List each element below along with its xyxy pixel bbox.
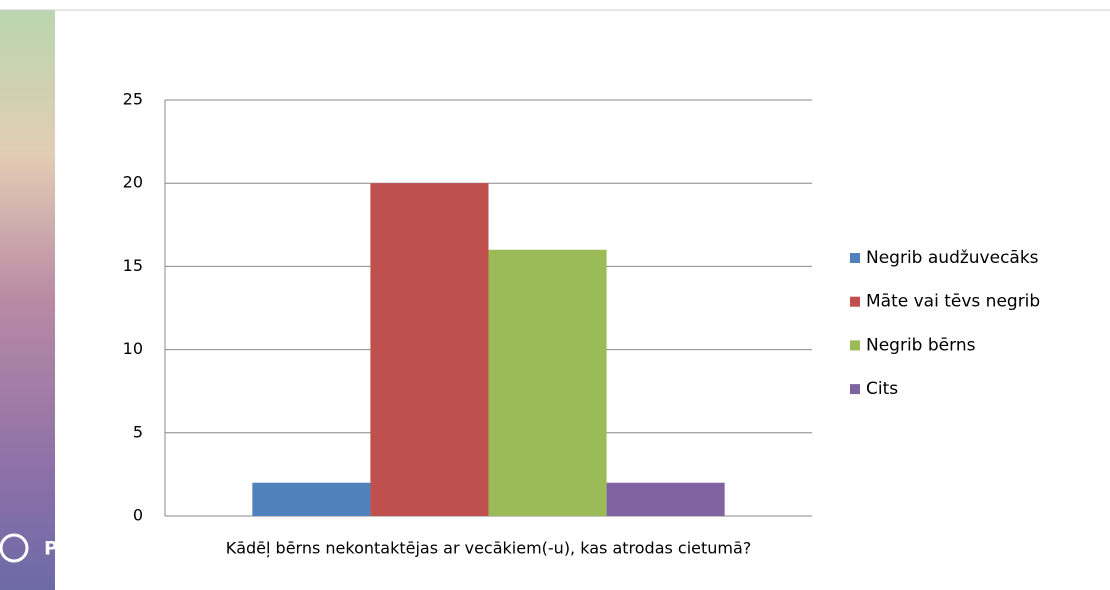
x-tick-label: Kādēļ bērns nekontaktējas ar vecākiem(-u…: [226, 539, 752, 558]
legend-label: Māte vai tēvs negrib: [866, 292, 1040, 312]
legend-label: Cits: [866, 379, 898, 399]
y-tick-label: 0: [133, 506, 143, 525]
legend-swatch: [850, 340, 860, 351]
y-tick-label: 5: [133, 422, 143, 441]
side-strip: [0, 10, 55, 590]
brand-logo: [0, 533, 29, 563]
bar: [370, 183, 489, 516]
legend-swatch: [850, 296, 860, 307]
legend-label: Negrib bērns: [866, 335, 976, 355]
y-tick-label: 10: [123, 339, 143, 358]
bar: [252, 482, 371, 516]
bar: [606, 482, 725, 516]
bar: [488, 249, 607, 516]
brand-text: Prezi: [44, 538, 98, 560]
y-tick-label: 15: [123, 256, 143, 275]
y-tick-label: 25: [123, 90, 143, 109]
legend-swatch: [850, 384, 860, 395]
y-tick-label: 20: [123, 173, 143, 192]
legend-label: Negrib audžuvecāks: [866, 248, 1039, 268]
legend-swatch: [850, 253, 860, 263]
